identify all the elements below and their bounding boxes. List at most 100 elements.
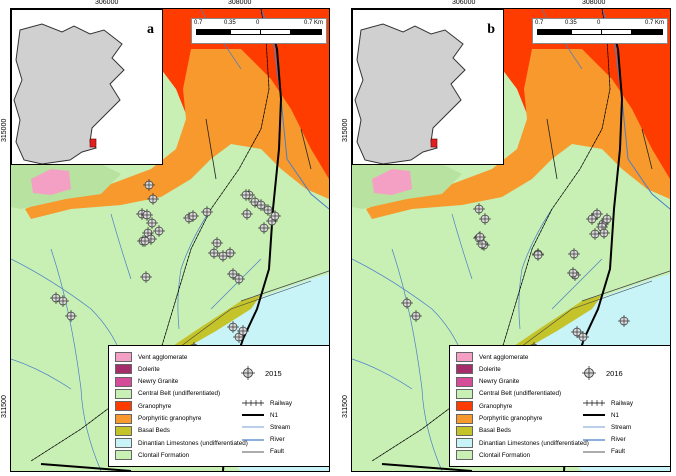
- legend-swatch: [456, 401, 473, 412]
- x-tick-306000: 306000: [95, 0, 119, 6]
- legend-swatch: [456, 425, 473, 436]
- legend-swatch: [456, 364, 473, 375]
- legend-swatch: [115, 376, 132, 387]
- scale-label-2: 0: [256, 20, 260, 26]
- scale-label-0: 0.7: [535, 20, 544, 26]
- legend-item: Central Belt (undifferentiated): [456, 388, 562, 399]
- site-marker: [140, 271, 152, 283]
- scale-label-2: 0: [597, 20, 601, 26]
- stream-line-icon: [583, 427, 605, 428]
- site-marker: [577, 331, 589, 343]
- legend-item: Dolerite: [115, 364, 160, 375]
- fault-line-icon: [583, 451, 605, 453]
- legend-item: Dolerite: [456, 364, 501, 375]
- scale-label-1: 0.35: [224, 20, 236, 26]
- legend-item: Clontail Formation: [456, 450, 531, 461]
- legend-line-label: River: [611, 436, 626, 444]
- porphyritic-area: [366, 49, 670, 219]
- legend-line-item: N1: [242, 410, 278, 420]
- legend-line-label: N1: [611, 411, 620, 419]
- site-marker-icon: [582, 366, 596, 380]
- legend-swatch: [456, 388, 473, 399]
- ireland-outline: [354, 23, 466, 165]
- legend-label: Newry Granite: [479, 378, 520, 386]
- legend-line-label: N1: [270, 411, 279, 419]
- legend-item: Basal Beds: [115, 425, 170, 436]
- legend-item: Dinantian Limestones (undifferentiated): [115, 438, 248, 449]
- site-marker: [532, 249, 544, 261]
- legend-label: Central Belt (undifferentiated): [138, 390, 221, 398]
- legend-swatch: [115, 388, 132, 399]
- legend-line-item: Fault: [242, 447, 284, 457]
- legend-swatch: [115, 450, 132, 461]
- legend-label: Basal Beds: [479, 427, 511, 435]
- legend-line-label: Railway: [611, 399, 634, 407]
- site-marker: [143, 179, 155, 191]
- site-marker-icon: [241, 366, 255, 380]
- site-marker: [147, 193, 159, 205]
- legend-line-item: Railway: [583, 398, 633, 408]
- legend-line-label: Railway: [270, 399, 293, 407]
- stream-line-icon: [242, 427, 264, 428]
- site-marker: [153, 225, 165, 237]
- legend-label: Basal Beds: [138, 427, 170, 435]
- location-inset: b: [352, 9, 504, 165]
- legend-item: Porphyritic granophyre: [456, 413, 543, 424]
- scale-label-0: 0.7: [194, 20, 203, 26]
- legend-line-item: River: [583, 435, 626, 445]
- site-marker: [474, 231, 486, 243]
- legend-swatch: [456, 352, 473, 362]
- legend-label: Dolerite: [138, 365, 160, 373]
- legend-label: Central Belt (undifferentiated): [479, 390, 562, 398]
- legend-label: Clontail Formation: [479, 451, 531, 459]
- legend-line-label: Fault: [611, 448, 625, 456]
- legend-swatch: [115, 364, 132, 375]
- map-panel-a: a 0.7 0.35 0 0.7 Km Vent agglomerate Dole…: [10, 8, 330, 472]
- legend-label: Porphyritic granophyre: [479, 415, 543, 422]
- legend-label: Vent agglomerate: [138, 353, 188, 361]
- legend-label: Dinantian Limestones (undifferentiated): [479, 439, 589, 447]
- site-marker: [211, 237, 223, 249]
- site-marker: [50, 292, 62, 304]
- fault-line-icon: [242, 451, 264, 453]
- legend-label: Dolerite: [479, 365, 501, 373]
- site-marker: [571, 326, 583, 338]
- legend-item: Basal Beds: [456, 425, 511, 436]
- legend-line-label: Stream: [270, 423, 291, 431]
- legend-label: Newry Granite: [138, 378, 179, 386]
- legend-swatch: [115, 438, 132, 449]
- vent-agglomerate-area: [31, 169, 71, 195]
- scale-bar: 0.7 0.35 0 0.7 Km: [532, 18, 668, 44]
- legend-item: Granophyre: [115, 401, 171, 412]
- site-marker: [146, 217, 158, 229]
- river-line-icon: [583, 438, 605, 441]
- river-line-icon: [242, 438, 264, 441]
- railway-line-icon: [583, 400, 605, 406]
- site-marker: [227, 268, 239, 280]
- y-tick-311500-b: 311500: [342, 395, 349, 418]
- legend-year-label: 2015: [265, 368, 282, 378]
- legend-line-item: Stream: [242, 422, 290, 432]
- site-marker: [586, 213, 598, 225]
- site-marker: [258, 222, 270, 234]
- legend-swatch: [456, 413, 473, 424]
- site-marker: [473, 203, 485, 215]
- legend-item: Vent agglomerate: [115, 352, 188, 362]
- legend-line-item: Stream: [583, 422, 631, 432]
- legend-swatch: [115, 401, 132, 412]
- site-marker: [240, 189, 252, 201]
- legend-swatch: [456, 438, 473, 449]
- map-legend: Vent agglomerate Dolerite Newry Granite Cen…: [108, 345, 329, 467]
- panel-letter: a: [147, 22, 154, 37]
- site-marker: [241, 208, 253, 220]
- road-line-icon: [583, 414, 605, 417]
- basal-beds-area: [502, 295, 602, 359]
- map-panel-b: b 0.7 0.35 0 0.7 Km Vent agglomerate Dole…: [351, 8, 671, 472]
- legend-swatch: [115, 425, 132, 436]
- legend-item: Central Belt (undifferentiated): [115, 388, 221, 399]
- legend-swatch: [115, 352, 132, 362]
- y-tick-311500: 311500: [1, 395, 8, 418]
- granophyre-area: [352, 9, 670, 184]
- site-marker: [141, 209, 153, 221]
- legend-item: Vent agglomerate: [456, 352, 528, 362]
